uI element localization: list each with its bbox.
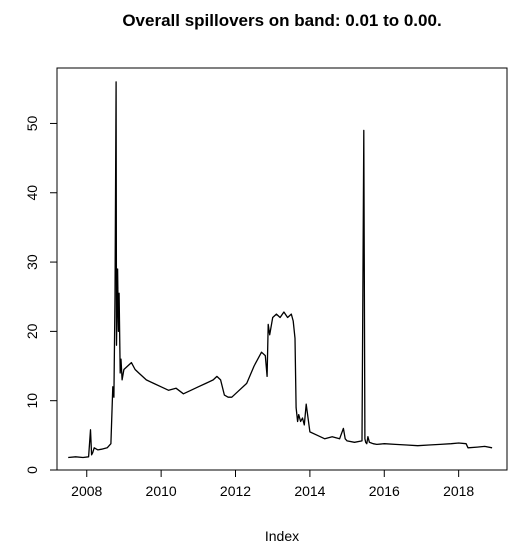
x-axis-label: Index (265, 528, 299, 544)
y-axis: 0 10 20 30 40 50 (24, 115, 57, 474)
y-tick-label: 50 (24, 115, 40, 131)
x-tick-label: 2008 (71, 483, 102, 499)
series-line (68, 81, 493, 459)
y-tick-label: 30 (24, 254, 40, 270)
x-tick-label: 2012 (220, 483, 251, 499)
y-tick-label: 10 (24, 393, 40, 409)
x-tick-label: 2016 (369, 483, 400, 499)
x-tick-label: 2014 (294, 483, 325, 499)
y-tick-label: 40 (24, 185, 40, 201)
x-tick-label: 2018 (443, 483, 474, 499)
y-tick-label: 20 (24, 323, 40, 339)
x-axis: 2008 2010 2012 2014 2016 2018 (71, 470, 474, 499)
x-tick-label: 2010 (146, 483, 177, 499)
plot-frame (56, 67, 508, 471)
y-tick-label: 0 (24, 466, 40, 474)
chart-title: Overall spillovers on band: 0.01 to 0.00… (122, 11, 441, 30)
